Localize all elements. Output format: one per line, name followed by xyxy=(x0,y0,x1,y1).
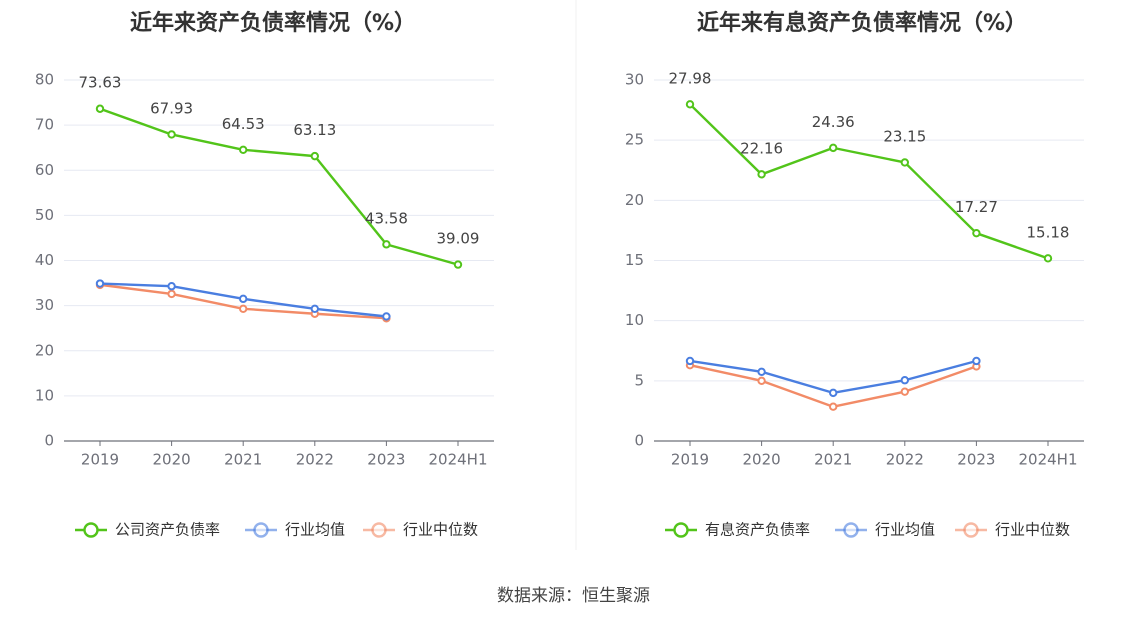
y-tick-label: 60 xyxy=(35,161,54,179)
chart-interest-bearing-debt-ratio: 近年来有息资产负债率情况（%） 0 5 10 15 20 25 30 2019 2020 2021 2… xyxy=(625,10,1084,539)
company-series-point xyxy=(167,130,176,139)
legend-label-industry-avg-series: 行业均值 xyxy=(875,521,935,539)
industry-median-series-point xyxy=(167,289,176,299)
industry-avg-series-point xyxy=(829,388,838,398)
data-label: 17.27 xyxy=(955,198,998,216)
x-tick-label: 2020 xyxy=(743,451,781,469)
x-tick-label: 2022 xyxy=(886,451,924,469)
y-tick-label: 30 xyxy=(625,71,644,89)
industry-avg-series-point xyxy=(382,312,391,321)
y-tick-label: 50 xyxy=(35,206,54,224)
chart-debt-ratio: 近年来资产负债率情况（%） 0 10 20 30 40 50 60 70 80 2019 2020 20… xyxy=(35,10,494,539)
y-tick-label: 10 xyxy=(35,386,54,404)
data-label: 15.18 xyxy=(1027,223,1070,241)
industry-avg-series-point xyxy=(95,279,105,288)
x-tick-label: 2023 xyxy=(367,451,405,469)
y-tick-label: 30 xyxy=(35,296,54,314)
legend-label-industry-median-series: 行业中位数 xyxy=(995,521,1070,539)
chart-title: 近年来资产负债率情况（%） xyxy=(130,10,416,36)
company-series-point xyxy=(453,260,463,269)
legend-marker-industry-avg-series xyxy=(843,522,859,538)
data-label: 39.09 xyxy=(437,230,480,248)
data-label: 67.93 xyxy=(150,99,193,117)
company-series-point xyxy=(382,240,391,249)
legend-label-industry-avg-series: 行业均值 xyxy=(285,521,345,539)
y-tick-label: 40 xyxy=(35,251,54,269)
data-label: 22.16 xyxy=(740,139,783,157)
industry-avg-series-point xyxy=(167,282,176,291)
y-tick-label: 25 xyxy=(625,131,644,149)
industry-avg-series-point xyxy=(685,356,695,366)
data-label: 73.63 xyxy=(79,74,122,92)
legend-marker-industry-median-series xyxy=(371,522,387,538)
legend-label-company-series: 公司资产负债率 xyxy=(115,521,220,539)
y-tick-label: 70 xyxy=(35,116,54,134)
company-series-point xyxy=(972,228,981,238)
company-series-line xyxy=(689,103,1049,260)
legend-label-company-series: 有息资产负债率 xyxy=(705,521,810,539)
industry-avg-series-point xyxy=(972,356,981,366)
chart-title: 近年来有息资产负债率情况（%） xyxy=(697,10,1027,36)
industry-median-series-point xyxy=(829,402,838,411)
legend-label-industry-median-series: 行业中位数 xyxy=(403,521,478,539)
y-tick-label: 10 xyxy=(625,311,644,329)
x-tick-label: 2024H1 xyxy=(429,451,488,469)
company-series-point xyxy=(900,158,909,167)
legend-marker-company-series xyxy=(83,522,99,538)
company-series-point xyxy=(757,170,766,179)
industry-avg-series-point xyxy=(900,376,909,385)
legend-marker-industry-median-series xyxy=(963,522,979,538)
x-tick-label: 2023 xyxy=(957,451,995,469)
company-series-point xyxy=(829,143,838,153)
industry-avg-series-line xyxy=(689,359,977,395)
data-label: 64.53 xyxy=(222,115,265,133)
x-tick-label: 2020 xyxy=(153,451,191,469)
y-tick-label: 20 xyxy=(625,191,644,209)
company-series-point xyxy=(310,151,319,161)
y-tick-label: 80 xyxy=(35,71,54,89)
company-series-point xyxy=(685,100,695,109)
industry-avg-series-point xyxy=(310,304,319,313)
x-tick-label: 2021 xyxy=(224,451,262,469)
industry-median-series-point xyxy=(239,304,248,313)
industry-avg-series-point xyxy=(757,367,766,377)
industry-median-series-point xyxy=(900,387,909,396)
y-tick-label: 20 xyxy=(35,341,54,359)
y-tick-label: 0 xyxy=(634,432,644,450)
x-tick-label: 2019 xyxy=(81,451,119,469)
data-label: 43.58 xyxy=(365,209,408,227)
x-tick-label: 2022 xyxy=(296,451,334,469)
data-label: 63.13 xyxy=(293,121,336,139)
legend-marker-industry-avg-series xyxy=(253,522,269,538)
source-footer: 数据来源：恒生聚源 xyxy=(497,586,650,606)
industry-median-series-point xyxy=(757,376,766,386)
legend-marker-company-series xyxy=(673,522,689,538)
data-label: 27.98 xyxy=(669,69,712,87)
y-tick-label: 15 xyxy=(625,251,644,269)
data-label: 23.15 xyxy=(883,127,926,145)
x-tick-label: 2024H1 xyxy=(1019,451,1078,469)
company-series-line xyxy=(99,107,459,266)
y-tick-label: 0 xyxy=(44,432,54,450)
company-series-point xyxy=(95,104,105,113)
industry-avg-series-point xyxy=(239,294,248,304)
x-tick-label: 2019 xyxy=(671,451,709,469)
company-series-point xyxy=(1043,254,1053,263)
y-tick-label: 5 xyxy=(634,371,644,389)
company-series-point xyxy=(239,145,248,155)
x-tick-label: 2021 xyxy=(814,451,852,469)
data-label: 24.36 xyxy=(812,113,855,131)
